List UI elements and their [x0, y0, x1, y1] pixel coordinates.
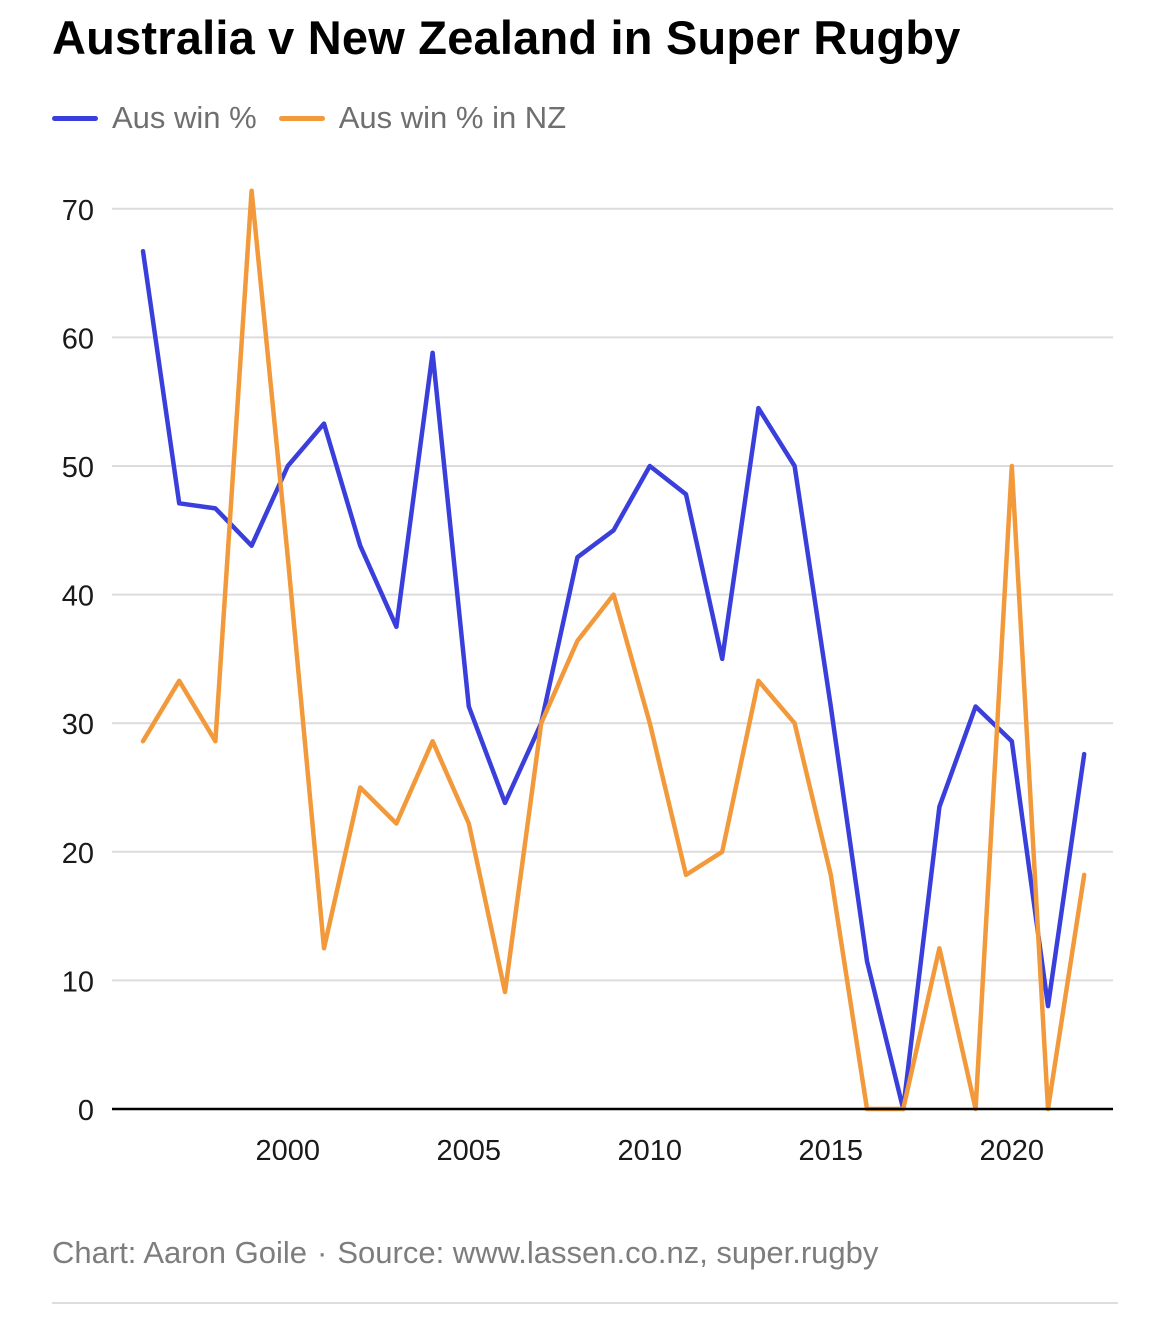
y-tick-label: 0: [78, 1095, 94, 1127]
x-tick-label: 2010: [618, 1135, 683, 1160]
legend-item-aus-win-nz: Aus win % in NZ: [278, 100, 567, 136]
y-tick-label: 70: [62, 195, 94, 227]
footer-credit: Chart: Aaron Goile: [52, 1235, 308, 1270]
y-axis-ticks: 0 10 20 30 40 50 60 70: [62, 195, 94, 1127]
line-chart: 0 10 20 30 40 50 60 70 2000 2005 2010 2015 2020: [62, 188, 1113, 1160]
y-tick-label: 20: [62, 838, 94, 870]
x-tick-label: 2015: [799, 1135, 864, 1160]
chart-footer: Chart: Aaron Goile · Source: www.lassen.co…: [52, 1235, 878, 1271]
x-tick-label: 2020: [980, 1135, 1045, 1160]
x-tick-label: 2000: [256, 1135, 321, 1160]
footer-separator: ·: [317, 1235, 328, 1270]
series-line-aus-win: [140, 248, 1087, 1112]
chart-title: Australia v New Zealand in Super Rugby: [52, 11, 961, 64]
footer-source: Source: www.lassen.co.nz, super.rugby: [337, 1235, 879, 1270]
y-tick-label: 30: [62, 709, 94, 741]
series-line-aus-win-nz: [140, 188, 1087, 1112]
y-tick-label: 10: [62, 966, 94, 998]
series-lines: [140, 188, 1087, 1112]
legend-label-aus-win: Aus win %: [112, 100, 257, 135]
y-tick-label: 60: [62, 323, 94, 355]
legend-label-aus-win-nz: Aus win % in NZ: [338, 100, 567, 135]
legend-swatch-aus-win-nz: [278, 115, 325, 121]
legend-swatch-aus-win: [52, 115, 98, 121]
legend: Aus win % Aus win % in NZ: [52, 98, 588, 138]
y-tick-label: 50: [62, 452, 94, 484]
x-axis-ticks: 2000 2005 2010 2015 2020: [256, 1135, 1045, 1160]
footer-divider: [52, 1302, 1118, 1304]
legend-item-aus-win: Aus win %: [52, 100, 257, 136]
y-tick-label: 40: [62, 581, 94, 613]
x-tick-label: 2005: [437, 1135, 502, 1160]
